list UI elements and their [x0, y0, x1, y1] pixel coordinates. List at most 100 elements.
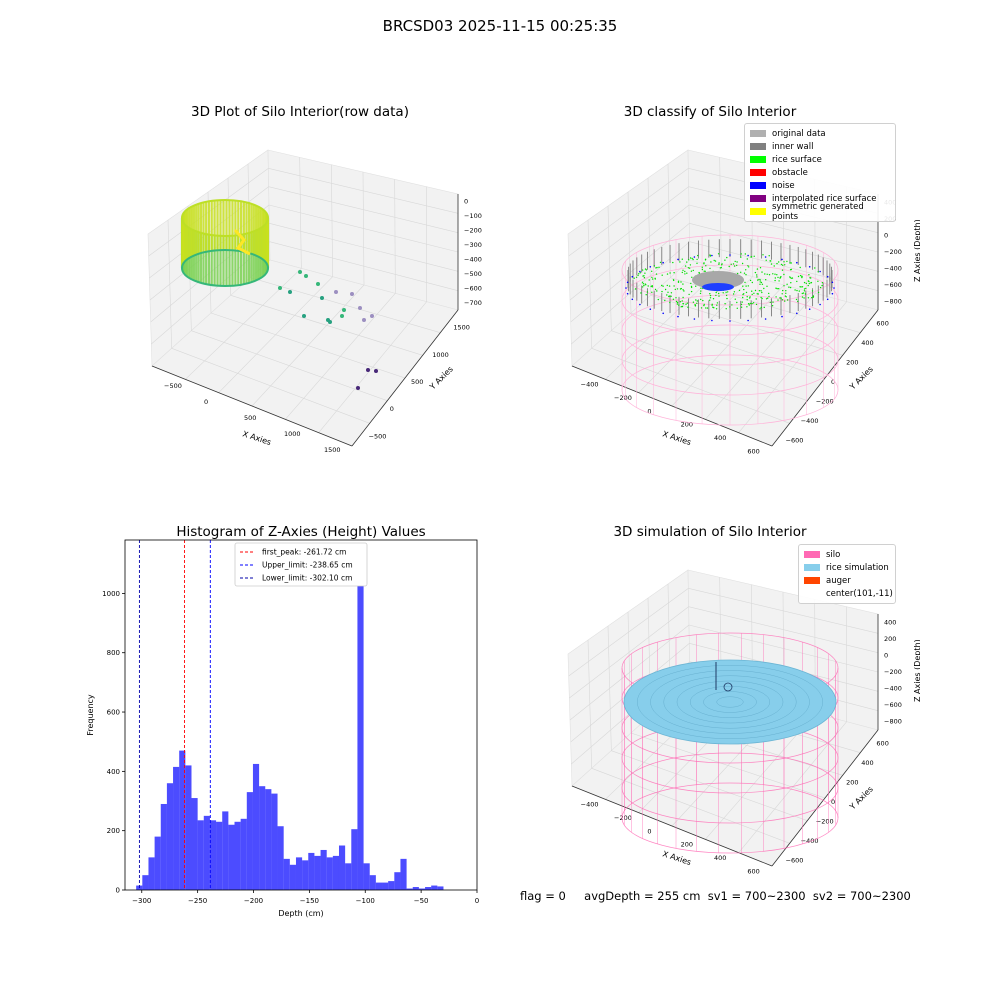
z-tick-label: −800 — [884, 718, 902, 726]
histogram-bar — [247, 792, 253, 890]
scatter-point — [278, 286, 282, 290]
x-tick-label: −200 — [244, 897, 263, 905]
rice-surface-point — [764, 307, 765, 308]
rice-surface-point — [696, 303, 697, 304]
rice-surface-point — [735, 261, 736, 262]
x-tick-label: −200 — [614, 814, 632, 822]
x-tick-label: 0 — [204, 398, 208, 406]
rice-surface-point — [791, 262, 792, 263]
rice-surface-point — [772, 301, 773, 302]
histogram-chart: −300 −250 −200 −150 −100 −50 0 0 200 400 600 800 100… — [80, 535, 490, 920]
noise-point — [765, 318, 767, 320]
rice-surface-point — [669, 285, 670, 286]
rice-surface-point — [791, 278, 792, 279]
rice-surface-point — [769, 260, 770, 261]
noise-point — [827, 276, 829, 278]
legend-entry: center(101,-11) — [804, 587, 890, 600]
rice-surface-point — [693, 302, 694, 303]
rice-surface-point — [748, 266, 749, 267]
histogram-bar — [185, 765, 191, 890]
y-tick-label: −200 — [816, 397, 834, 405]
legend-swatch — [804, 551, 820, 558]
rice-surface-point — [783, 261, 784, 262]
rice-surface-point — [679, 261, 680, 262]
scatter-point — [334, 290, 338, 294]
rice-surface-point — [638, 273, 639, 274]
rice-surface-point — [808, 274, 809, 275]
rice-surface-point — [744, 273, 745, 274]
histogram-bar — [425, 887, 431, 890]
rice-surface-point — [759, 284, 760, 285]
histogram-bar — [364, 863, 370, 890]
rice-surface-point — [658, 267, 659, 268]
rice-surface-point — [682, 272, 683, 273]
flag-text: flag = 0 — [520, 889, 566, 903]
noise-point — [650, 308, 652, 310]
noise-point — [809, 308, 811, 310]
scatter-point — [288, 290, 292, 294]
x-tick-label: −50 — [414, 897, 429, 905]
figure-suptitle: BRCSD03 2025-11-15 00:25:35 — [0, 17, 1000, 35]
rice-surface-point — [656, 267, 657, 268]
rice-surface-point — [744, 282, 745, 283]
rice-surface-point — [789, 262, 790, 263]
z-tick-label: −500 — [464, 270, 482, 278]
histogram-bar — [345, 863, 351, 890]
rice-surface-point — [742, 263, 743, 264]
rice-surface-point — [693, 270, 694, 271]
rice-surface-point — [648, 285, 649, 286]
legend-entry: silo — [804, 548, 890, 561]
y-axis-label: Y Axies — [847, 785, 875, 813]
histogram-bar — [339, 846, 345, 890]
rice-surface-point — [667, 292, 668, 293]
y-axis-label: Frequency — [86, 694, 95, 736]
avg-depth-text: avgDepth = 255 cm sv1 = 700~2300 sv2 = 7… — [584, 889, 911, 903]
rice-surface-point — [745, 253, 746, 254]
rice-surface-point — [636, 277, 637, 278]
rice-surface-point — [761, 307, 762, 308]
rice-surface-point — [676, 301, 677, 302]
legend-swatch — [750, 143, 766, 150]
z-tick-label: −200 — [884, 248, 902, 256]
histogram-bar — [253, 764, 259, 890]
noise-point — [832, 293, 834, 295]
x-axis-label: X Axies — [661, 429, 692, 447]
legend-label: rice surface — [772, 155, 822, 165]
rice-surface-point — [803, 292, 804, 293]
histogram-bar — [148, 857, 154, 890]
x-tick-label: −100 — [356, 897, 375, 905]
rice-surface-point — [811, 297, 812, 298]
rice-surface-point — [747, 258, 748, 259]
rice-surface-point — [700, 299, 701, 300]
rice-surface-point — [784, 300, 785, 301]
rice-surface-point — [667, 285, 668, 286]
legend-label: noise — [772, 181, 795, 191]
rice-surface-point — [756, 274, 757, 275]
rice-surface-point — [731, 304, 732, 305]
rice-surface-point — [681, 288, 682, 289]
legend-label: inner wall — [772, 142, 813, 152]
rice-surface-point — [682, 289, 683, 290]
rice-surface-point — [780, 298, 781, 299]
rice-surface-point — [652, 285, 653, 286]
rice-surface-point — [712, 307, 713, 308]
classify-legend: original data inner wall rice surface obsta… — [744, 123, 896, 222]
rice-surface-point — [782, 293, 783, 294]
rice-surface-point — [715, 260, 716, 261]
rice-surface-point — [698, 272, 699, 273]
y-tick-label: 400 — [861, 339, 873, 347]
x-tick-label: −150 — [300, 897, 319, 905]
rice-surface-point — [760, 267, 761, 268]
rice-surface-point — [644, 277, 645, 278]
scatter-point — [328, 320, 332, 324]
rice-surface-point — [772, 273, 773, 274]
rice-surface-point — [692, 259, 693, 260]
rice-surface-point — [784, 264, 785, 265]
rice-surface-point — [718, 253, 719, 254]
rice-surface-point — [809, 277, 810, 278]
rice-surface-point — [642, 269, 643, 270]
rice-surface-point — [655, 289, 656, 290]
x-tick-label: 0 — [475, 897, 479, 905]
scatter-point — [298, 270, 302, 274]
rice-surface-point — [695, 299, 696, 300]
